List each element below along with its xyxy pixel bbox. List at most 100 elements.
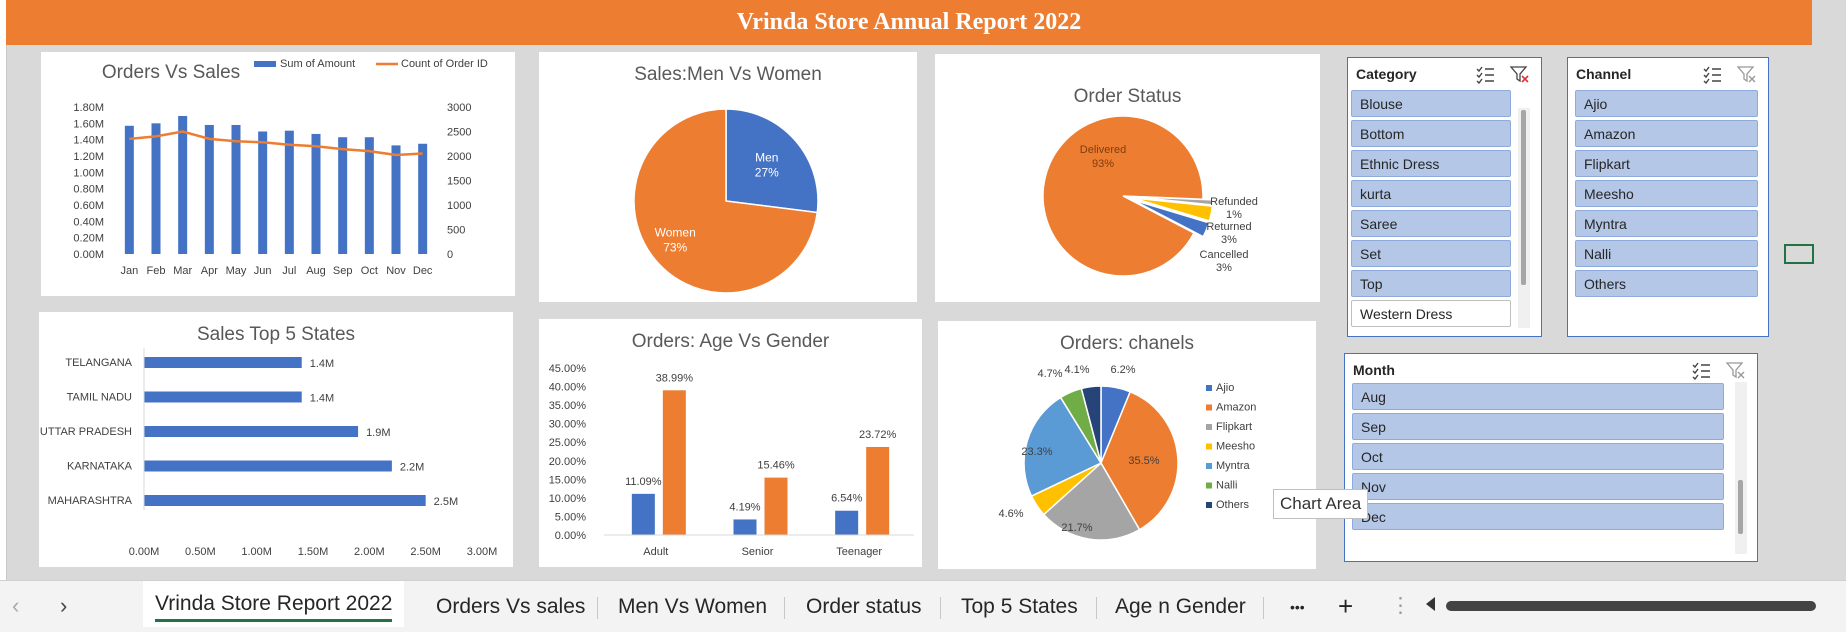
- month-tick: Nov: [386, 265, 406, 277]
- tab-top-5-states[interactable]: Top 5 States: [961, 595, 1078, 618]
- orders-channels-chart[interactable]: Orders: chanels 6.2% 35.5% 21.7% 4.6% 23.3% 4…: [938, 321, 1316, 569]
- slice-label: 23.3%: [1021, 446, 1052, 458]
- right-axis-tick: 1000: [447, 200, 471, 212]
- left-axis-tick: 0.40M: [73, 216, 104, 228]
- slicer-item-dec[interactable]: Dec: [1352, 503, 1724, 530]
- slicer-item-top[interactable]: Top: [1351, 270, 1511, 297]
- state-label: UTTAR PRADESH: [40, 426, 132, 438]
- horizontal-scrollbar-thumb[interactable]: [1446, 601, 1816, 611]
- tab-order-status[interactable]: Order status: [806, 595, 922, 618]
- age-gender-bar: [662, 390, 686, 535]
- sales-bar: [364, 137, 374, 254]
- clear-filter-icon[interactable]: [1736, 64, 1756, 84]
- slicer-item-myntra[interactable]: Myntra: [1575, 210, 1758, 237]
- orders-vs-sales-chart[interactable]: Orders Vs Sales 0.00M 0.20M 0.40M 0.60M 0.80…: [41, 52, 515, 296]
- slice-label: 4.7%: [1037, 368, 1062, 380]
- state-bar: [144, 391, 302, 403]
- slice-value: 3%: [1216, 262, 1232, 274]
- month-tick: Feb: [147, 265, 166, 277]
- selected-cell[interactable]: [1784, 244, 1814, 264]
- slicer-item-ajio[interactable]: Ajio: [1575, 90, 1758, 117]
- state-label: MAHARASHTRA: [48, 495, 133, 507]
- order-status-chart[interactable]: Order Status Delivered 93% Refunded 1% Retur…: [935, 54, 1320, 302]
- slice-label: Cancelled: [1200, 249, 1249, 261]
- tab-prev-icon[interactable]: ‹: [12, 593, 20, 618]
- slicer-scroll-thumb[interactable]: [1738, 480, 1743, 534]
- slicer-item-blouse[interactable]: Blouse: [1351, 90, 1511, 117]
- slicer-item-sep[interactable]: Sep: [1352, 413, 1724, 440]
- slicer-item-saree[interactable]: Saree: [1351, 210, 1511, 237]
- y-axis-tick: 25.00%: [549, 437, 587, 449]
- channel-slicer[interactable]: Channel Ajio Amazon Flipkart Meesho Myntra Na…: [1567, 57, 1769, 337]
- bar-label: 2.5M: [434, 496, 458, 508]
- chart-title: Order Status: [1073, 86, 1182, 107]
- sales-bar: [418, 143, 428, 254]
- slice-label: Men: [755, 150, 778, 164]
- slicer-item-kurta[interactable]: kurta: [1351, 180, 1511, 207]
- slicer-item-aug[interactable]: Aug: [1352, 383, 1724, 410]
- chart-title: Orders: Age Vs Gender: [631, 331, 830, 352]
- left-axis-tick: 0.60M: [73, 200, 104, 212]
- month-tick: Mar: [173, 265, 192, 277]
- slicer-item-others[interactable]: Others: [1575, 270, 1758, 297]
- legend-label: Myntra: [1216, 460, 1251, 472]
- chart-title: Orders Vs Sales: [101, 62, 241, 83]
- legend-label: Flipkart: [1216, 421, 1252, 433]
- sales-bar: [338, 137, 348, 254]
- add-sheet-button[interactable]: +: [1338, 591, 1354, 621]
- slice-value: 93%: [1092, 158, 1114, 170]
- tab-vrinda-store-report[interactable]: Vrinda Store Report 2022: [143, 581, 405, 627]
- y-axis-tick: 5.00%: [555, 511, 586, 523]
- slicer-title: Category: [1356, 66, 1417, 82]
- category-tick: Senior: [742, 546, 774, 558]
- slice-value: 27%: [755, 165, 779, 179]
- category-slicer[interactable]: Category Blouse Bottom Ethnic Dress kurta Sa…: [1347, 57, 1542, 337]
- sales-bar: [258, 131, 268, 254]
- left-axis-tick: 1.80M: [73, 102, 104, 114]
- scroll-left-icon[interactable]: [1426, 597, 1435, 611]
- tab-men-vs-women[interactable]: Men Vs Women: [618, 595, 767, 618]
- multi-select-icon[interactable]: [1475, 64, 1495, 85]
- slicer-scroll-thumb[interactable]: [1521, 110, 1526, 285]
- tab-age-n-gender[interactable]: Age n Gender: [1115, 595, 1246, 618]
- tab-bar-splitter-icon[interactable]: ⋮: [1390, 594, 1411, 617]
- top-states-chart[interactable]: Sales Top 5 States TELANGANA 1.4M TAMIL NA…: [39, 312, 513, 567]
- multi-select-icon[interactable]: [1691, 360, 1711, 381]
- slicer-item-flipkart[interactable]: Flipkart: [1575, 150, 1758, 177]
- slicer-item-set[interactable]: Set: [1351, 240, 1511, 267]
- month-slicer[interactable]: Month Aug Sep Oct Nov Dec: [1344, 353, 1758, 562]
- slicer-item-meesho[interactable]: Meesho: [1575, 180, 1758, 207]
- month-tick: Jun: [254, 265, 272, 277]
- men-vs-women-chart[interactable]: Sales:Men Vs Women Men 27% Women 73%: [539, 52, 917, 302]
- left-axis-tick: 0.00M: [73, 249, 104, 261]
- slicer-item-western-dress[interactable]: Western Dress: [1351, 300, 1511, 327]
- x-axis-tick: 2.00M: [354, 546, 385, 558]
- bar-label: 1.4M: [310, 393, 334, 405]
- age-gender-bar: [835, 510, 859, 535]
- slice-label: 21.7%: [1061, 522, 1092, 534]
- slicer-item-ethnic-dress[interactable]: Ethnic Dress: [1351, 150, 1511, 177]
- tab-orders-vs-sales[interactable]: Orders Vs sales: [436, 595, 586, 618]
- slicer-item-nov[interactable]: Nov: [1352, 473, 1724, 500]
- clear-filter-icon[interactable]: [1725, 360, 1745, 380]
- left-axis-tick: 0.20M: [73, 233, 104, 245]
- slicer-item-amazon[interactable]: Amazon: [1575, 120, 1758, 147]
- age-vs-gender-chart[interactable]: Orders: Age Vs Gender 0.00% 5.00% 10.00% 15…: [539, 319, 922, 567]
- legend-label: Ajio: [1216, 382, 1234, 394]
- chart-area-tooltip: Chart Area: [1273, 489, 1369, 519]
- clear-filter-icon[interactable]: [1509, 64, 1529, 84]
- tab-next-icon[interactable]: ›: [60, 593, 68, 618]
- slicer-title: Month: [1353, 362, 1395, 378]
- sheet-tab-bar: ‹ › Vrinda Store Report 2022 Orders Vs s…: [0, 580, 1846, 632]
- age-gender-bar: [764, 477, 788, 535]
- slicer-item-bottom[interactable]: Bottom: [1351, 120, 1511, 147]
- slice-label: 4.6%: [998, 508, 1023, 520]
- x-axis-tick: 0.00M: [129, 546, 160, 558]
- slicer-item-nalli[interactable]: Nalli: [1575, 240, 1758, 267]
- legend-swatch: [1206, 385, 1212, 391]
- slicer-item-oct[interactable]: Oct: [1352, 443, 1724, 470]
- more-tabs-button[interactable]: •••: [1290, 599, 1305, 615]
- multi-select-icon[interactable]: [1702, 64, 1722, 85]
- sales-bar: [311, 133, 321, 254]
- y-axis-tick: 10.00%: [549, 493, 587, 505]
